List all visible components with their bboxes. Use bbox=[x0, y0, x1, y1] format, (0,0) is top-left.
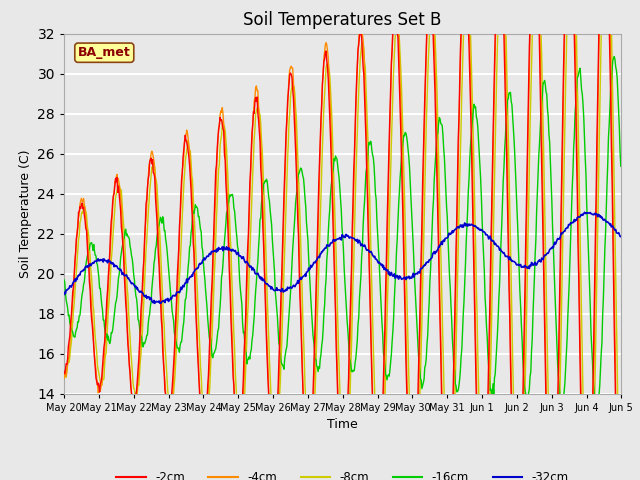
Text: BA_met: BA_met bbox=[78, 46, 131, 59]
X-axis label: Time: Time bbox=[327, 418, 358, 431]
Title: Soil Temperatures Set B: Soil Temperatures Set B bbox=[243, 11, 442, 29]
Legend: -2cm, -4cm, -8cm, -16cm, -32cm: -2cm, -4cm, -8cm, -16cm, -32cm bbox=[111, 466, 573, 480]
Y-axis label: Soil Temperature (C): Soil Temperature (C) bbox=[19, 149, 31, 278]
